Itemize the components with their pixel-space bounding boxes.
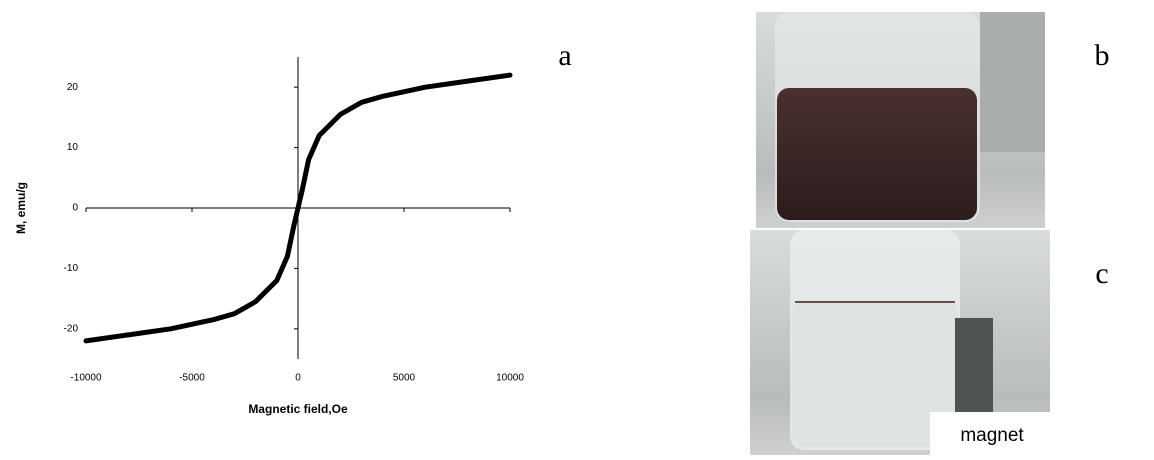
panel-label: c [1095, 257, 1108, 290]
panel-label: a [558, 39, 571, 72]
y-tick-label: -10 [64, 263, 79, 274]
photo-b [756, 12, 1045, 228]
photo-caption: magnet [960, 425, 1024, 446]
y-tick-label: 20 [67, 82, 79, 93]
x-tick-label: 0 [295, 373, 301, 384]
y-axis-label: M, emu/g [14, 182, 28, 234]
x-tick-label: 5000 [393, 373, 416, 384]
x-tick-label: -10000 [70, 373, 102, 384]
x-axis-label: Magnetic field,Oe [248, 402, 348, 416]
x-tick-label: 10000 [496, 373, 524, 384]
photo-c [750, 230, 1055, 455]
curve [83, 72, 513, 344]
y-tick-label: -20 [64, 323, 79, 334]
y-tick-label: 0 [72, 203, 78, 214]
x-tick-label: -5000 [179, 373, 205, 384]
panel-label: b [1095, 39, 1110, 72]
y-tick-label: 10 [67, 142, 79, 153]
